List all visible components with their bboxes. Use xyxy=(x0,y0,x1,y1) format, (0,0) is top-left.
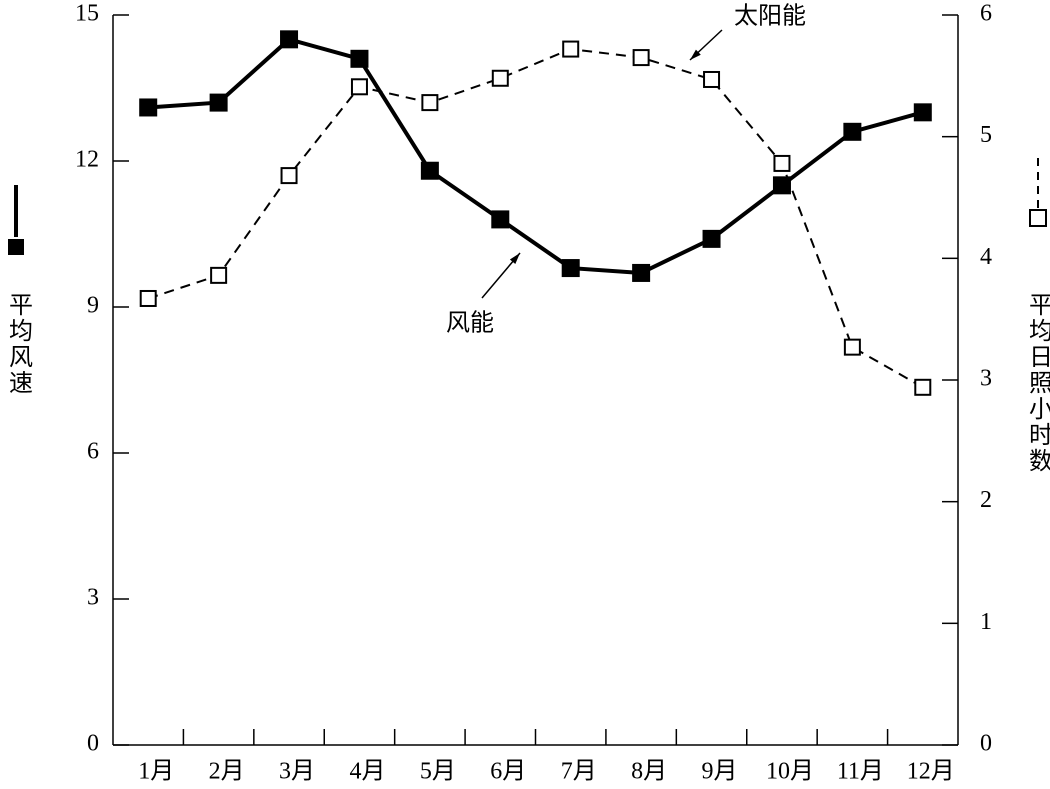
arrow-head xyxy=(690,49,701,60)
y-tick-label: 6 xyxy=(87,439,99,465)
series-marker xyxy=(843,122,862,141)
x-tick-label: 3月 xyxy=(279,759,315,785)
y2-tick-label: 0 xyxy=(980,731,992,757)
x-tick-label: 5月 xyxy=(420,759,456,785)
series-marker xyxy=(280,167,298,185)
series-line xyxy=(147,48,924,389)
x-tick-label: 10月 xyxy=(766,759,814,785)
series-marker xyxy=(350,78,368,96)
series-marker xyxy=(210,266,228,284)
series-marker xyxy=(914,378,932,396)
x-tick-label: 7月 xyxy=(561,759,597,785)
y2-tick-label: 3 xyxy=(980,366,992,392)
series-marker xyxy=(843,338,861,356)
series-marker xyxy=(209,93,228,112)
x-tick-label: 1月 xyxy=(138,759,174,785)
series-marker xyxy=(632,263,651,282)
legend-marker xyxy=(8,239,24,255)
series-marker xyxy=(139,289,157,307)
series-marker xyxy=(421,94,439,112)
series-marker xyxy=(350,49,369,68)
series-marker xyxy=(772,176,791,195)
series-marker xyxy=(703,70,721,88)
y-tick-label: 3 xyxy=(87,585,99,611)
annotation: 风能 xyxy=(446,310,494,337)
legend-marker xyxy=(1029,209,1047,227)
y2-tick-label: 2 xyxy=(980,487,992,513)
y2-tick-label: 6 xyxy=(980,1,992,27)
annotation: 太阳能 xyxy=(734,3,806,30)
x-tick-label: 12月 xyxy=(907,759,955,785)
x-tick-label: 9月 xyxy=(702,759,738,785)
series-marker xyxy=(139,98,158,117)
series-marker xyxy=(561,259,580,278)
y-tick-label: 9 xyxy=(87,293,99,319)
y-tick-label: 0 xyxy=(87,731,99,757)
series-marker xyxy=(280,30,299,49)
x-tick-label: 6月 xyxy=(490,759,526,785)
y-axis-title: 平均风速 xyxy=(4,292,32,396)
series-marker xyxy=(773,154,791,172)
y-tick-label: 15 xyxy=(75,1,99,27)
y2-tick-label: 4 xyxy=(980,244,992,270)
x-tick-label: 2月 xyxy=(209,759,245,785)
series-marker xyxy=(632,49,650,67)
y2-tick-label: 5 xyxy=(980,122,992,148)
series-line xyxy=(148,37,924,275)
x-tick-label: 4月 xyxy=(349,759,385,785)
y2-tick-label: 1 xyxy=(980,609,992,635)
series-marker xyxy=(491,69,509,87)
series-marker xyxy=(702,229,721,248)
series-marker xyxy=(562,40,580,58)
x-tick-label: 8月 xyxy=(631,759,667,785)
series-marker xyxy=(491,210,510,229)
arrow-head xyxy=(509,253,520,265)
y2-axis-title: 平均日照小时数 xyxy=(1024,292,1050,474)
y-tick-label: 12 xyxy=(75,147,99,173)
x-tick-label: 11月 xyxy=(837,759,884,785)
series-marker xyxy=(913,103,932,122)
series-marker xyxy=(420,161,439,180)
